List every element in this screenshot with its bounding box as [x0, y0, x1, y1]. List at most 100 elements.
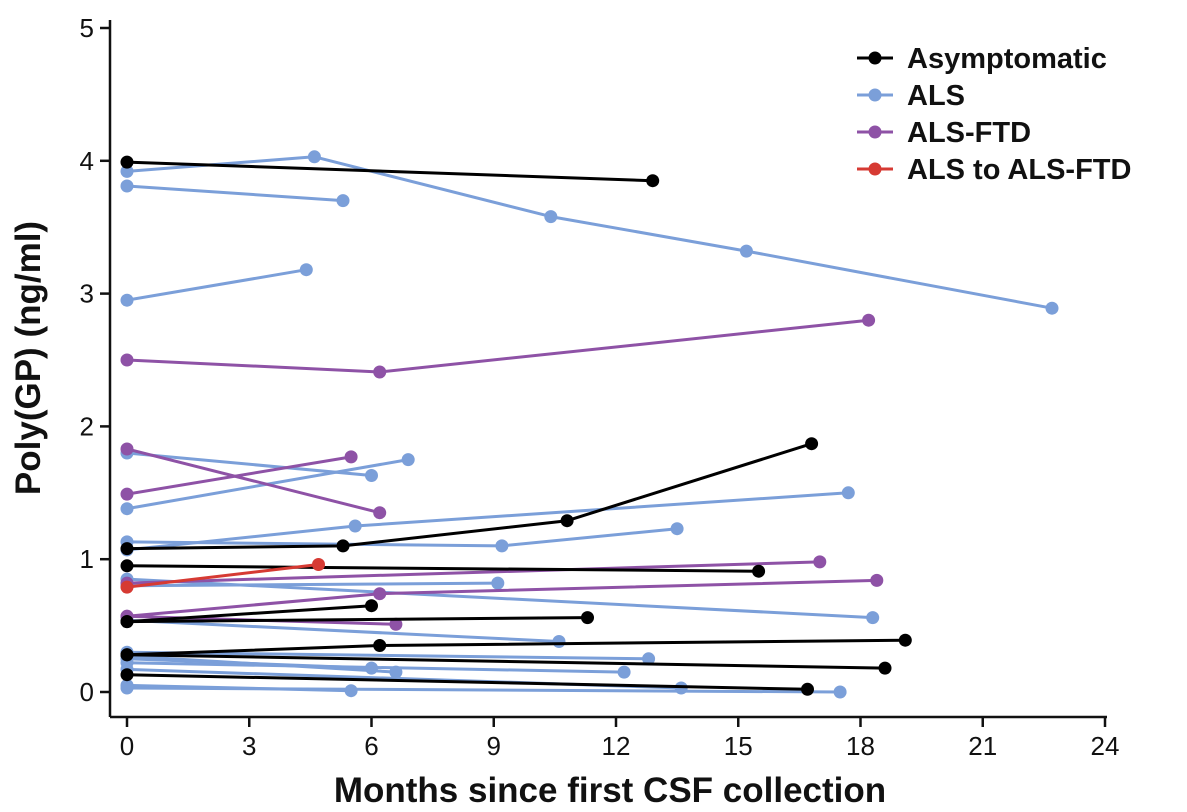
data-point — [670, 522, 684, 536]
data-point — [544, 210, 558, 224]
series-als — [120, 179, 350, 208]
series-line — [126, 560, 820, 585]
legend-label: ALS to ALS-FTD — [907, 154, 1131, 186]
data-point — [307, 150, 321, 164]
data-point — [491, 576, 505, 590]
x-tick-label: 21 — [968, 731, 997, 761]
data-point — [120, 580, 134, 594]
data-point — [801, 682, 814, 696]
legend: Asymptomatic ALS ALS-FTD ALS to ALS-FTD — [857, 43, 1131, 186]
series-line — [126, 318, 869, 374]
data-point — [120, 487, 134, 501]
legend-swatch-marker — [868, 162, 882, 176]
x-tick-label: 3 — [242, 731, 256, 761]
data-point — [336, 194, 350, 208]
legend-item: Asymptomatic — [857, 43, 1107, 75]
series-line — [126, 661, 625, 674]
y-tick-label: 5 — [80, 13, 94, 43]
series-line — [126, 268, 307, 302]
data-point — [120, 155, 134, 169]
data-point — [120, 668, 134, 682]
data-point — [898, 633, 912, 647]
data-point — [120, 164, 134, 178]
series-line — [126, 527, 678, 548]
data-point — [299, 263, 313, 277]
series-line — [126, 564, 759, 573]
data-point — [120, 615, 134, 629]
legend-swatch-marker — [868, 125, 882, 139]
series-asymptomatic — [120, 155, 660, 188]
series-asymptomatic — [120, 559, 766, 578]
data-point — [120, 681, 134, 695]
data-point — [120, 542, 134, 556]
data-point — [373, 639, 387, 652]
data-point — [120, 442, 134, 456]
data-point — [120, 648, 134, 662]
data-point — [373, 365, 387, 379]
legend-swatch-marker — [868, 51, 882, 65]
y-tick-label: 1 — [80, 544, 94, 574]
series-line — [126, 447, 381, 515]
series-line — [126, 673, 808, 691]
series-line — [126, 160, 653, 183]
data-point — [389, 665, 403, 679]
series-line — [126, 442, 813, 551]
series-asymptomatic — [120, 668, 814, 696]
series-line — [126, 616, 588, 624]
data-point — [866, 611, 880, 625]
data-point — [120, 559, 134, 573]
series-line — [126, 618, 560, 643]
series-line — [126, 581, 498, 588]
x-axis-title: Months since first CSF collection — [334, 771, 886, 810]
x-tick-label: 9 — [487, 731, 501, 761]
legend-item: ALS — [857, 80, 965, 112]
data-point — [862, 313, 876, 327]
x-tick-label: 6 — [364, 731, 378, 761]
y-tick-label: 2 — [80, 411, 94, 441]
data-point — [642, 652, 656, 666]
data-point — [552, 635, 566, 648]
data-point — [581, 611, 594, 625]
data-point — [336, 539, 350, 553]
x-tick-label: 12 — [602, 731, 631, 761]
series-asymptomatic — [120, 611, 594, 629]
data-point — [870, 573, 884, 587]
legend-swatch-marker — [868, 88, 882, 102]
data-point — [401, 453, 415, 467]
data-point — [373, 587, 387, 601]
legend-label: ALS-FTD — [907, 117, 1031, 149]
series-als-to-als-ftd — [120, 558, 325, 594]
series-als-ftd — [120, 450, 358, 501]
data-point — [739, 244, 753, 258]
data-point — [560, 514, 574, 528]
data-point — [833, 685, 847, 699]
data-series — [120, 150, 1059, 699]
data-point — [344, 450, 358, 464]
legend-item: ALS to ALS-FTD — [857, 154, 1131, 186]
data-point — [120, 293, 134, 307]
data-point — [348, 519, 362, 533]
series-line — [126, 653, 886, 670]
series-line — [126, 491, 849, 552]
data-point — [878, 661, 892, 675]
series-line — [126, 604, 372, 624]
x-tick-label: 18 — [846, 731, 875, 761]
data-point — [752, 564, 766, 578]
data-point — [841, 486, 855, 500]
y-tick-label: 0 — [80, 677, 94, 707]
data-point — [120, 179, 134, 193]
data-point — [120, 353, 134, 367]
data-point — [365, 469, 378, 482]
series-line — [126, 686, 841, 694]
data-point — [373, 506, 387, 520]
series-asymptomatic — [120, 648, 892, 675]
legend-item: ALS-FTD — [857, 117, 1031, 149]
y-tick-label: 3 — [80, 279, 94, 309]
x-tick-label: 15 — [724, 731, 753, 761]
data-point — [495, 539, 509, 553]
series-line — [126, 577, 873, 620]
series-line — [126, 654, 396, 674]
data-point — [365, 599, 378, 613]
data-point — [646, 174, 660, 188]
